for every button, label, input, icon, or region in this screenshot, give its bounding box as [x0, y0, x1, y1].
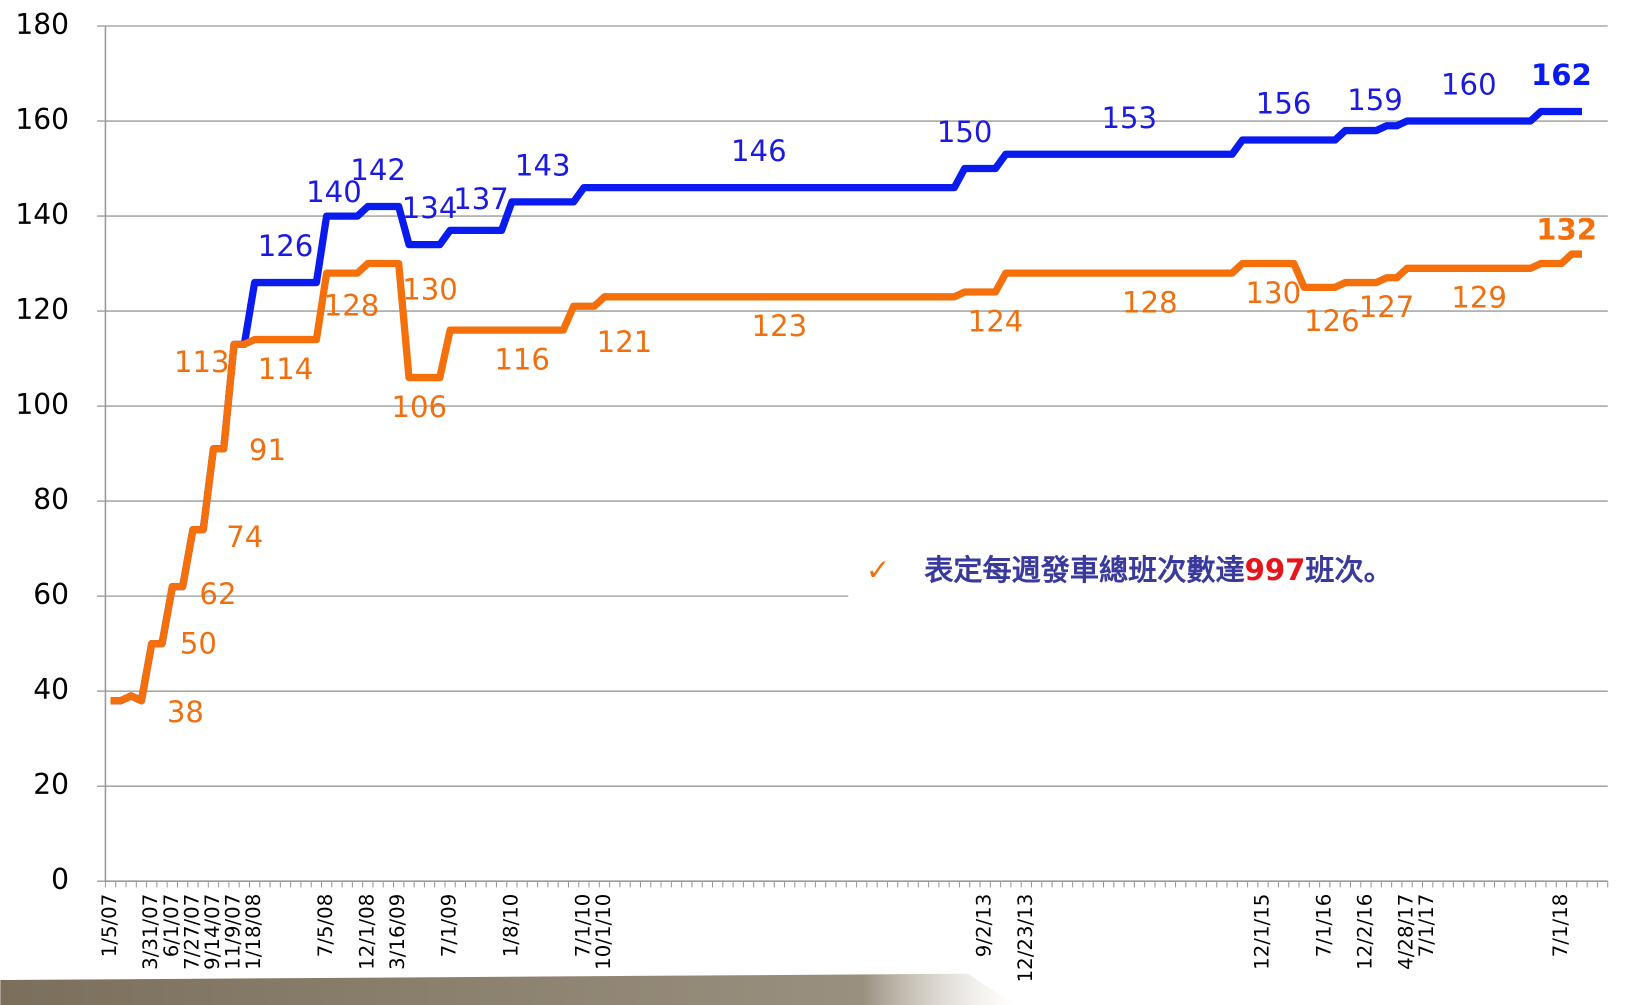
data-label: 114 [258, 352, 314, 386]
y-tick-label: 140 [15, 198, 69, 231]
x-tick-label: 7/1/17 [1415, 894, 1438, 958]
series-line [110, 250, 1583, 705]
x-tick-label: 7/1/18 [1549, 894, 1572, 958]
x-tick-label: 3/16/09 [386, 894, 409, 970]
annotation-box [848, 538, 1629, 600]
data-label: 116 [494, 342, 550, 376]
data-label: 156 [1256, 87, 1312, 121]
data-label: 160 [1441, 68, 1497, 102]
y-tick-label: 80 [33, 483, 69, 516]
x-tick-label: 9/2/13 [973, 894, 996, 958]
annotation-after: 班次。 [1305, 553, 1392, 587]
data-label: 106 [391, 390, 447, 424]
x-tick-label: 1/18/08 [242, 894, 265, 970]
data-label: 128 [324, 288, 380, 322]
background-band [0, 973, 1015, 1005]
x-tick-label: 10/1/10 [592, 894, 615, 970]
data-label: 130 [1246, 276, 1302, 310]
data-label: 38 [167, 695, 204, 729]
data-label: 127 [1359, 290, 1415, 324]
y-tick-label: 100 [15, 388, 69, 421]
data-label: 132 [1536, 212, 1597, 246]
y-tick-label: 40 [33, 673, 69, 706]
data-label: 140 [306, 175, 362, 209]
data-label: 91 [249, 433, 286, 467]
x-tick-label: 1/8/10 [499, 894, 522, 958]
x-tick-label: 11/9/07 [222, 894, 245, 970]
x-tick-label: 7/1/10 [571, 894, 594, 958]
data-label: 162 [1531, 58, 1592, 92]
x-tick-label: 7/1/16 [1312, 894, 1335, 958]
data-label: 142 [350, 153, 406, 187]
x-tick-label: 12/23/13 [1014, 894, 1037, 983]
data-label: 137 [453, 182, 509, 216]
data-label: 113 [174, 345, 230, 379]
y-tick-label: 20 [33, 768, 69, 801]
data-label: 130 [402, 273, 458, 307]
data-label: 153 [1101, 101, 1157, 135]
x-tick-label: 1/5/07 [98, 894, 121, 958]
x-tick-label: 7/1/09 [438, 894, 461, 958]
x-tick-label: 12/1/15 [1251, 894, 1274, 970]
x-tick-label: 12/2/16 [1353, 894, 1376, 970]
data-label: 124 [968, 304, 1024, 338]
data-label: 123 [752, 309, 808, 343]
series-line [110, 107, 1583, 705]
data-label: 126 [258, 229, 314, 263]
data-label: 126 [1304, 304, 1360, 338]
data-label: 159 [1347, 83, 1403, 117]
check-mark: ✓ [866, 553, 890, 587]
data-label: 150 [937, 115, 993, 149]
y-tick-label: 60 [33, 578, 69, 611]
x-tick-label: 7/27/07 [180, 894, 203, 970]
y-tick-label: 180 [15, 8, 69, 41]
x-tick-label: 9/14/07 [201, 894, 224, 970]
data-label: 74 [226, 520, 263, 554]
data-label: 50 [180, 627, 217, 661]
x-tick-label: 3/31/07 [139, 894, 162, 970]
y-tick-label: 160 [15, 103, 69, 136]
annotation: ✓ 表定每週發車總班次數達997班次。 [848, 538, 1629, 600]
data-label: 134 [402, 191, 458, 225]
annotation-text: 表定每週發車總班次數達997班次。 [924, 553, 1393, 587]
x-tick-label: 6/1/07 [160, 894, 183, 958]
x-tick-label: 12/1/08 [355, 894, 378, 970]
y-tick-label: 120 [15, 293, 69, 326]
data-label: 128 [1122, 285, 1178, 319]
data-label: 129 [1451, 281, 1507, 315]
y-tick-label: 0 [51, 863, 69, 896]
data-label: 62 [199, 577, 236, 611]
x-tick-label: 7/5/08 [314, 894, 337, 958]
data-label: 143 [515, 148, 571, 182]
annotation-before: 表定每週發車總班次數達 [924, 553, 1244, 587]
annotation-highlight: 997 [1245, 553, 1306, 587]
x-tick-label: 4/28/17 [1395, 894, 1418, 970]
data-label: 146 [731, 134, 787, 168]
data-label: 121 [597, 325, 653, 359]
